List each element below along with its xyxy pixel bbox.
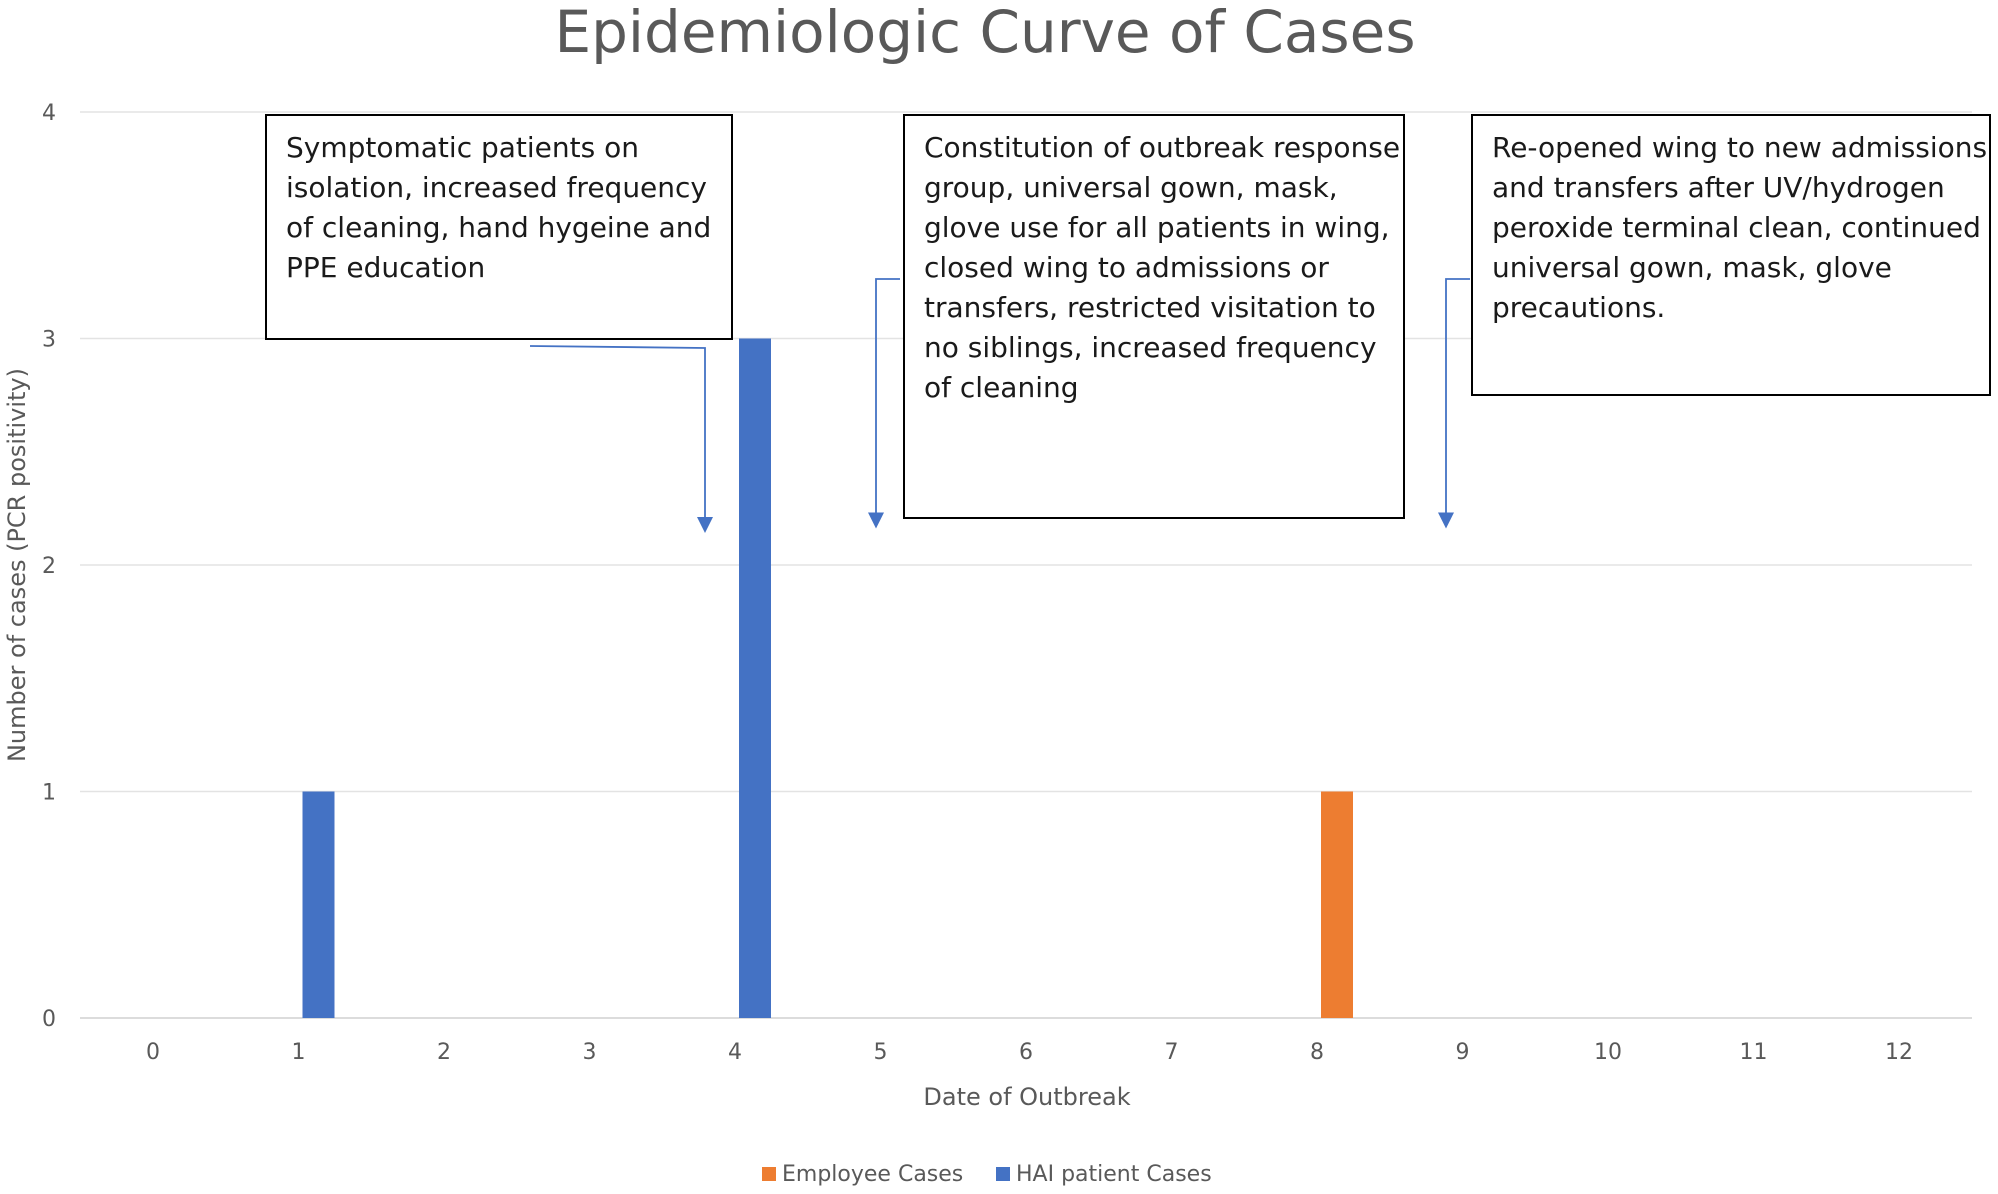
chart-title: Epidemiologic Curve of Cases: [554, 0, 1415, 66]
x-tick-label: 1: [292, 1040, 306, 1065]
legend-swatch: [762, 1167, 776, 1181]
x-tick-label: 0: [146, 1040, 160, 1065]
annotation-text: no siblings, increased frequency: [924, 331, 1377, 364]
annotation-connector: [1445, 278, 1470, 515]
y-tick-label: 2: [42, 554, 56, 579]
legend-label: HAI patient Cases: [1016, 1162, 1212, 1187]
annotation-text: group, universal gown, mask,: [924, 171, 1338, 204]
annotation-connector: [529, 345, 706, 520]
annotation-text: of cleaning: [924, 371, 1079, 404]
annotation-text: universal gown, mask, glove: [1492, 251, 1892, 284]
annotation-text: precautions.: [1492, 291, 1665, 324]
annotation-text: isolation, increased frequency: [286, 171, 707, 204]
x-tick-label: 9: [1456, 1040, 1470, 1065]
x-tick-label: 8: [1310, 1040, 1324, 1065]
arrow-head-icon: [868, 512, 884, 529]
y-tick-label: 3: [42, 328, 56, 353]
legend-swatch: [996, 1167, 1010, 1181]
x-tick-label: 10: [1594, 1040, 1622, 1065]
x-axis-ticks: 0 1 2 3 4 5 6 7 8 9 10 11 12: [146, 1040, 1913, 1065]
x-tick-label: 12: [1885, 1040, 1913, 1065]
x-tick-label: 3: [583, 1040, 597, 1065]
annotations: Symptomatic patients on isolation, increa…: [265, 114, 1991, 534]
arrow-head-icon: [697, 517, 713, 534]
x-axis-title: Date of Outbreak: [923, 1083, 1130, 1111]
y-axis-title: Number of cases (PCR positivity): [3, 368, 31, 762]
annotation-box: [903, 114, 1405, 519]
y-tick-label: 1: [42, 781, 56, 806]
x-tick-label: 4: [728, 1040, 742, 1065]
annotation-text: and transfers after UV/hydrogen: [1492, 171, 1945, 204]
x-tick-label: 5: [874, 1040, 888, 1065]
annotation-text: of cleaning, hand hygeine and: [286, 211, 711, 244]
arrow-head-icon: [1438, 512, 1454, 529]
legend-label: Employee Cases: [782, 1162, 963, 1187]
y-tick-label: 4: [42, 101, 56, 126]
annotation-text: glove use for all patients in wing,: [924, 211, 1390, 244]
annotation-text: PPE education: [286, 251, 485, 284]
x-tick-label: 7: [1165, 1040, 1179, 1065]
bar-employee: [1321, 791, 1353, 1018]
bars: [302, 338, 1353, 1018]
annotation-text: peroxide terminal clean, continued: [1492, 211, 1981, 244]
bar-hai-patient: [302, 791, 335, 1018]
legend: Employee Cases HAI patient Cases: [762, 1162, 1212, 1187]
x-tick-label: 11: [1740, 1040, 1768, 1065]
annotation-box: [265, 114, 733, 340]
annotation-text: Constitution of outbreak response: [924, 131, 1400, 164]
annotation-text: closed wing to admissions or: [924, 251, 1329, 284]
annotation-text: transfers, restricted visitation to: [924, 291, 1376, 324]
x-tick-label: 6: [1019, 1040, 1033, 1065]
annotation-connector: [875, 278, 900, 515]
annotation-text: Symptomatic patients on: [286, 131, 639, 164]
y-axis-ticks: 0 1 2 3 4: [42, 101, 56, 1032]
annotation-box: [1471, 114, 1991, 396]
x-tick-label: 2: [437, 1040, 451, 1065]
bar-hai-patient: [739, 338, 771, 1018]
y-tick-label: 0: [42, 1007, 56, 1032]
annotation-text: Re-opened wing to new admissions: [1492, 131, 1987, 164]
